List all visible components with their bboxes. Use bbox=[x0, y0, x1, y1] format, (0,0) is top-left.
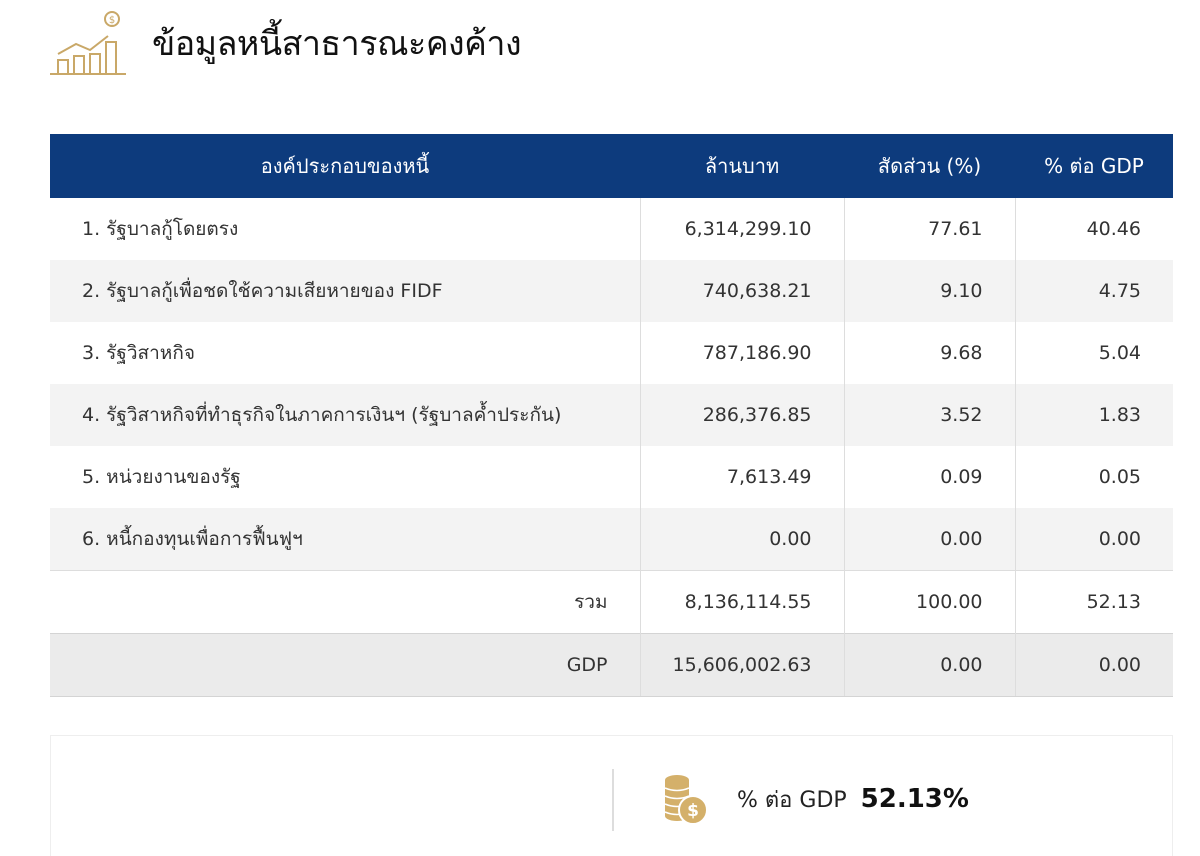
table-row: 2. รัฐบาลกู้เพื่อชดใช้ความเสียหายของ FID… bbox=[50, 260, 1173, 322]
row-amount: 6,314,299.10 bbox=[640, 198, 845, 260]
column-header-million-baht: ล้านบาท bbox=[640, 134, 845, 198]
row-amount: 740,638.21 bbox=[640, 260, 845, 322]
summary-panel: $ % ต่อ GDP 52.13% bbox=[50, 735, 1173, 856]
debt-table: องค์ประกอบของหนี้ ล้านบาท สัดส่วน (%) % … bbox=[50, 134, 1173, 697]
row-name: 2. รัฐบาลกู้เพื่อชดใช้ความเสียหายของ FID… bbox=[50, 260, 641, 322]
stat-value: 52.13% bbox=[860, 784, 969, 814]
row-amount: 0.00 bbox=[640, 508, 845, 571]
column-header-share: สัดส่วน (%) bbox=[844, 134, 1016, 198]
row-share: 100.00 bbox=[844, 570, 1016, 634]
page-header: $ ข้อมูลหนี้สาธารณะคงค้าง bbox=[50, 8, 522, 78]
row-gdp-percent: 0.00 bbox=[1015, 508, 1173, 571]
table-row: 3. รัฐวิสาหกิจ 787,186.90 9.68 5.04 bbox=[50, 322, 1173, 384]
row-gdp-percent: 1.83 bbox=[1015, 384, 1173, 446]
table-row: 6. หนี้กองทุนเพื่อการฟื้นฟูฯ 0.00 0.00 0.00 bbox=[50, 508, 1173, 571]
column-header-gdp-percent: % ต่อ GDP bbox=[1015, 134, 1173, 198]
row-name: 4. รัฐวิสาหกิจที่ทำธุรกิจในภาคการเงินฯ (… bbox=[50, 384, 641, 446]
row-label: รวม bbox=[50, 570, 641, 634]
row-gdp-percent: 0.05 bbox=[1098, 466, 1141, 488]
coin-stack-icon: $ bbox=[664, 775, 708, 825]
chart-growth-coin-icon: $ bbox=[50, 11, 126, 75]
row-name: 6. หนี้กองทุนเพื่อการฟื้นฟูฯ bbox=[50, 508, 641, 571]
row-gdp-percent: 5.04 bbox=[1098, 342, 1141, 364]
page-title: ข้อมูลหนี้สาธารณะคงค้าง bbox=[152, 24, 522, 64]
row-gdp-percent: 4.75 bbox=[1015, 260, 1173, 322]
row-gdp-percent: 40.46 bbox=[1086, 218, 1141, 240]
stat-label: % ต่อ GDP bbox=[737, 787, 847, 813]
row-share: 9.68 bbox=[844, 322, 1016, 384]
row-amount: 286,376.85 bbox=[640, 384, 845, 446]
table-row: 4. รัฐวิสาหกิจที่ทำธุรกิจในภาคการเงินฯ (… bbox=[50, 384, 1173, 446]
row-share: 3.52 bbox=[844, 384, 1016, 446]
row-gdp-percent: 0.00 bbox=[1015, 633, 1173, 697]
row-name: 5. หน่วยงานของรัฐ bbox=[50, 446, 641, 508]
row-gdp-percent: 52.13 bbox=[1015, 570, 1173, 634]
svg-text:$: $ bbox=[687, 801, 699, 821]
row-amount: 7,613.49 bbox=[640, 446, 845, 508]
svg-text:$: $ bbox=[109, 15, 115, 26]
table-row: 1. รัฐบาลกู้โดยตรง 6,314,299.10 77.61 40.46 bbox=[50, 198, 1173, 260]
column-header-component: องค์ประกอบของหนี้ bbox=[50, 134, 640, 198]
row-amount: 787,186.90 bbox=[640, 322, 845, 384]
row-label: GDP bbox=[50, 633, 641, 697]
row-share: 77.61 bbox=[844, 198, 1016, 260]
row-share: 0.09 bbox=[844, 446, 1016, 508]
row-name: 1. รัฐบาลกู้โดยตรง bbox=[50, 198, 641, 260]
row-amount: 8,136,114.55 bbox=[640, 570, 845, 634]
row-share: 9.10 bbox=[844, 260, 1016, 322]
total-row: รวม 8,136,114.55 100.00 52.13 bbox=[50, 570, 1173, 634]
table-header-row: องค์ประกอบของหนี้ ล้านบาท สัดส่วน (%) % … bbox=[50, 134, 1173, 198]
row-share: 0.00 bbox=[844, 508, 1016, 571]
divider bbox=[612, 769, 614, 831]
row-share: 0.00 bbox=[844, 633, 1016, 697]
row-amount: 15,606,002.63 bbox=[640, 633, 845, 697]
gdp-row: GDP 15,606,002.63 0.00 0.00 bbox=[50, 633, 1173, 697]
gdp-percent-stat: $ % ต่อ GDP 52.13% bbox=[661, 772, 969, 826]
row-name: 3. รัฐวิสาหกิจ bbox=[50, 322, 641, 384]
table-row: 5. หน่วยงานของรัฐ 7,613.49 0.09 0.05 bbox=[50, 446, 1173, 508]
